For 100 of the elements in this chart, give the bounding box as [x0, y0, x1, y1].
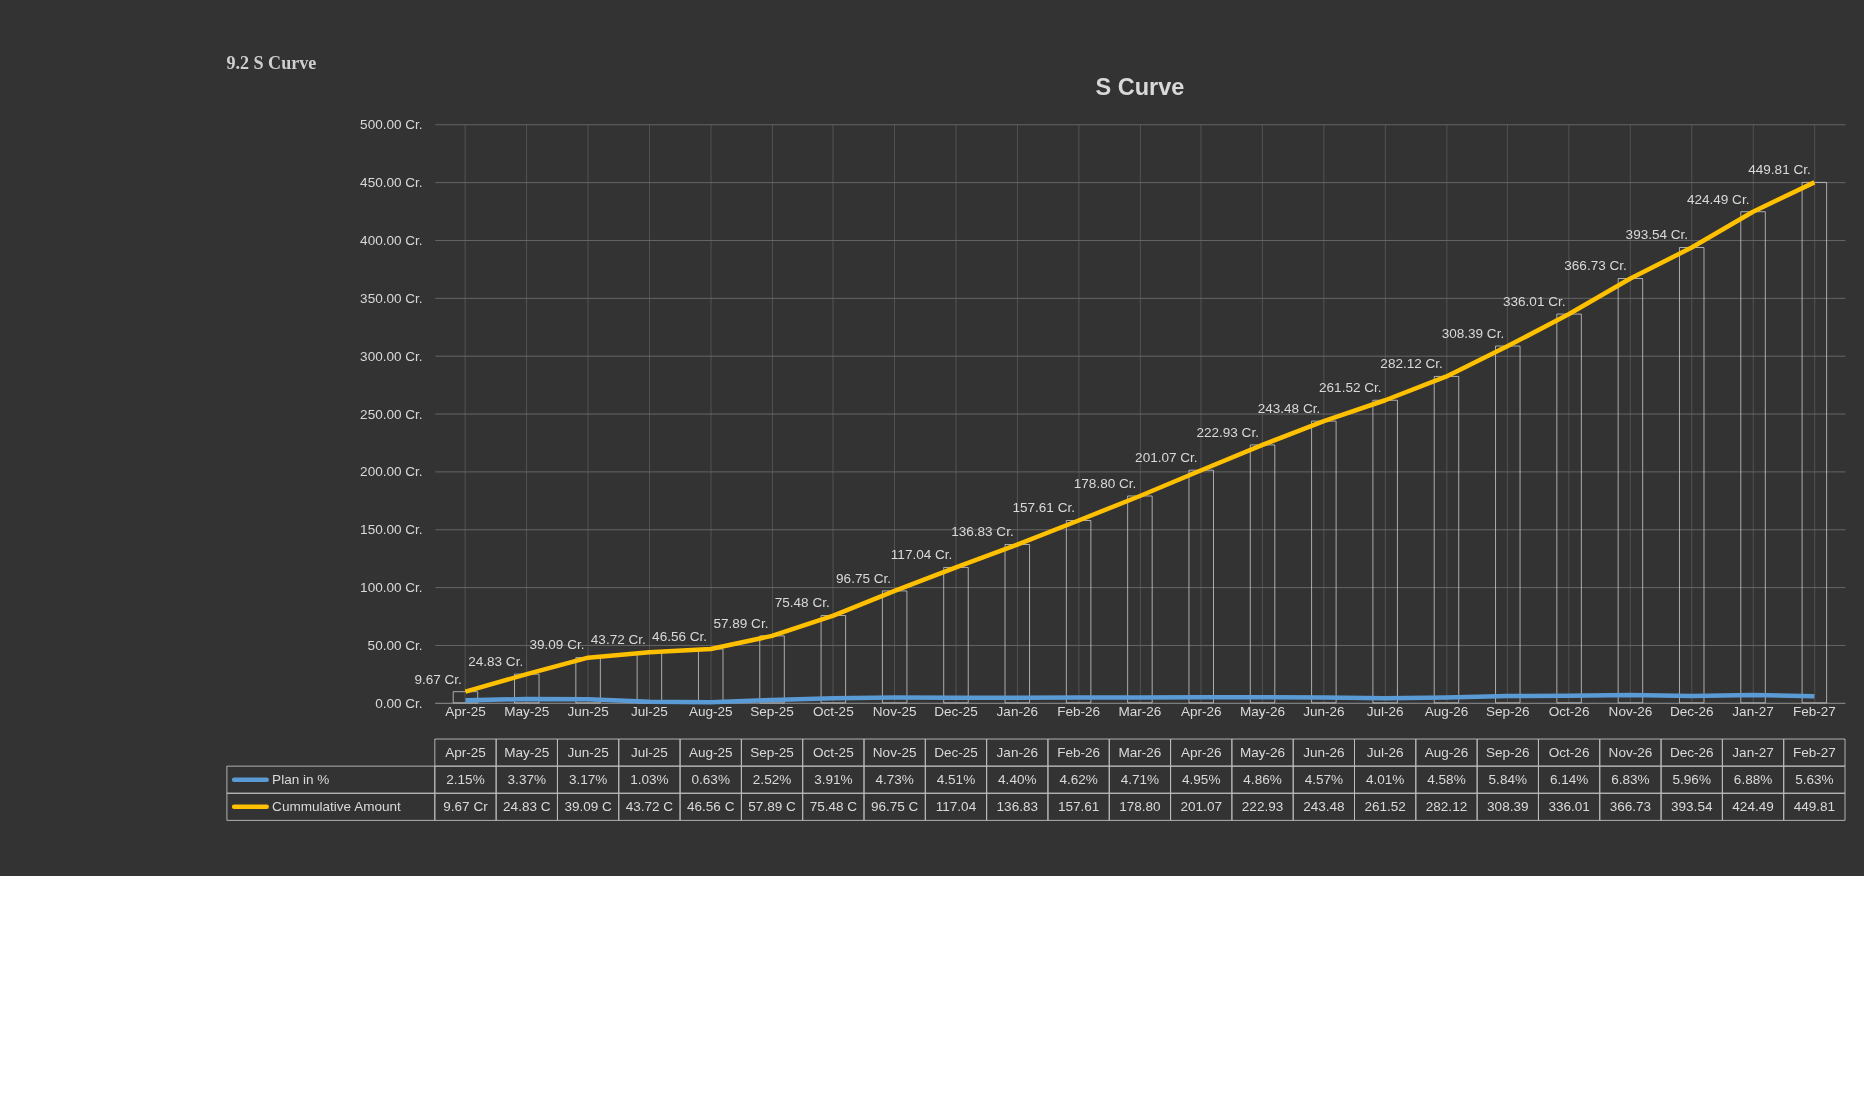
legend-label: Plan in % [272, 772, 330, 788]
data-label: 366.73 Cr. [1564, 258, 1627, 274]
data-label: 96.75 Cr. [836, 570, 892, 586]
bar [1372, 399, 1398, 704]
category-label: Sep-26 [1485, 745, 1530, 761]
x-tick-label: May-26 [1239, 703, 1286, 719]
x-tick-label: Apr-25 [445, 703, 486, 719]
category-label: Oct-25 [813, 745, 854, 761]
y-tick-label: 500.00 Cr. [360, 117, 423, 133]
data-label: 136.83 Cr. [951, 524, 1014, 540]
category-label: Jan-27 [1732, 745, 1774, 761]
data-label: 4.57% [1304, 772, 1344, 788]
category-label: May-26 [1239, 745, 1286, 761]
bar [1740, 211, 1766, 704]
category-label: Aug-26 [1424, 745, 1469, 761]
data-label: 4.71% [1120, 772, 1160, 788]
text: 57.89 C [748, 799, 796, 815]
bar [881, 590, 908, 704]
data-label: 75.48 Cr. [774, 595, 830, 611]
data-label: 5.63% [1795, 772, 1834, 788]
category-label: Jul-25 [630, 745, 668, 761]
bar [1127, 495, 1153, 704]
data-label: 4.95% [1182, 772, 1221, 788]
x-tick-label: Aug-26 [1424, 703, 1469, 719]
text: 449.81 [1793, 799, 1836, 815]
data-label: 46.56 Cr. [652, 628, 708, 644]
data-label: 5.84% [1488, 772, 1527, 788]
category-label: May-25 [504, 745, 550, 761]
data-label: 24.83 Cr. [468, 654, 524, 669]
data-label: 178.80 Cr. [1073, 475, 1137, 491]
x-tick-label: Oct-26 [1548, 703, 1590, 719]
x-tick-label: Feb-27 [1792, 703, 1836, 719]
text: 43.72 C [625, 799, 674, 815]
category-label: Nov-25 [872, 745, 917, 761]
bar [1004, 544, 1030, 704]
text: 366.73 [1609, 799, 1652, 815]
text: 117.04 [935, 799, 977, 815]
x-tick-label: Feb-26 [1057, 703, 1101, 719]
data-label: 1.03% [630, 772, 669, 788]
bar [1679, 247, 1705, 704]
data-label: 117.04 Cr. [890, 547, 953, 563]
line-series [463, 692, 1817, 705]
x-tick-label: Dec-26 [1669, 703, 1714, 719]
text: 282.12 [1425, 799, 1468, 815]
x-tick-label: Jul-25 [630, 703, 668, 719]
data-label: 336.01 Cr. [1502, 293, 1566, 309]
data-label: 261.52 Cr. [1319, 380, 1382, 396]
y-tick-label: 100.00 Cr. [360, 580, 423, 596]
data-label: 3.17% [568, 772, 608, 788]
bar [1495, 345, 1521, 704]
x-tick-label: Jul-26 [1366, 703, 1404, 719]
text: 24.83 C [503, 799, 551, 815]
data-label: 4.51% [936, 772, 976, 788]
data-label: 4.58% [1427, 772, 1466, 788]
data-label: 6.83% [1611, 772, 1650, 788]
category-label: Mar-26 [1118, 745, 1162, 761]
y-tick-label: 50.00 Cr. [367, 637, 423, 653]
x-tick-label: Jun-26 [1303, 703, 1345, 719]
data-label: 4.73% [875, 772, 914, 788]
x-tick-label: Apr-26 [1180, 703, 1222, 719]
text: 46.56 C [687, 799, 735, 815]
text: 201.07 [1180, 799, 1222, 815]
x-tick-label: Jan-27 [1732, 703, 1774, 719]
y-tick-label: 300.00 Cr. [360, 348, 423, 364]
text: 157.61 [1057, 799, 1100, 815]
category-label: Dec-25 [934, 745, 978, 761]
data-label: 2.15% [446, 772, 485, 788]
category-label: Dec-26 [1669, 745, 1714, 761]
data-label: 4.40% [998, 772, 1037, 788]
data-label: 243.48 Cr. [1257, 401, 1321, 416]
data-label: 5.96% [1672, 772, 1711, 788]
text: 243.48 [1303, 799, 1345, 815]
y-tick-label: 350.00 Cr. [360, 290, 423, 306]
category-label: Feb-26 [1057, 745, 1101, 761]
data-label: 393.54 Cr. [1625, 227, 1689, 243]
data-label: 222.93 Cr. [1196, 424, 1259, 440]
text: 9.67 Cr [443, 799, 489, 815]
data-label: 157.61 Cr. [1012, 500, 1075, 516]
x-tick-label: Jun-25 [567, 703, 609, 719]
category-label: Apr-25 [445, 745, 486, 761]
text: 308.39 [1487, 799, 1529, 815]
bar [1617, 278, 1644, 704]
text: 9.2 S Curve [226, 53, 317, 74]
y-tick-label: 0.00 Cr. [375, 695, 423, 711]
y-tick-label: 150.00 Cr. [360, 522, 423, 538]
category-label: Oct-26 [1548, 745, 1590, 761]
text: 178.80 [1119, 799, 1161, 815]
category-label: Nov-26 [1608, 745, 1653, 761]
bar [1311, 420, 1337, 704]
data-label: 3.91% [814, 772, 853, 788]
data-label: 424.49 Cr. [1686, 191, 1750, 207]
x-tick-label: Nov-25 [872, 703, 917, 719]
data-label: 9.67 Cr. [414, 671, 462, 687]
text: 222.93 [1241, 799, 1284, 815]
data-label: 6.14% [1549, 772, 1589, 788]
bar [1801, 181, 1828, 704]
data-label: 57.89 Cr. [713, 615, 769, 631]
data-label: 4.62% [1059, 772, 1098, 788]
text: 75.48 C [809, 799, 858, 815]
category-label: Jan-26 [996, 745, 1038, 761]
